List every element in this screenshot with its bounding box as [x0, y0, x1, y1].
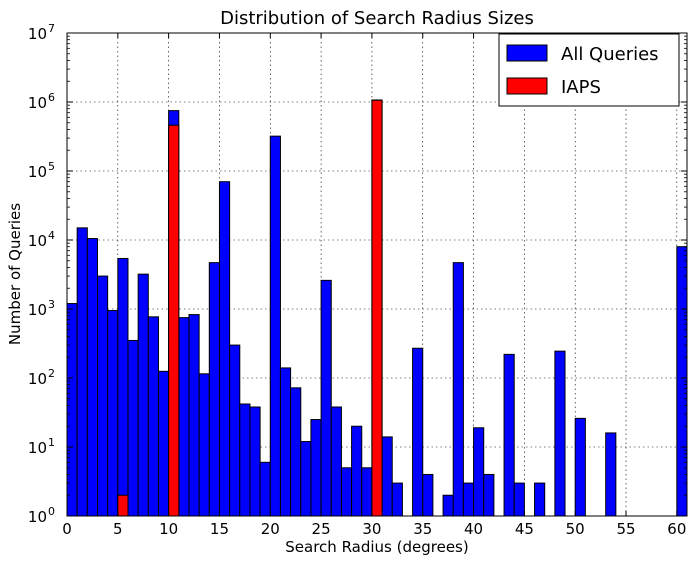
all-queries-bar — [208, 262, 220, 517]
x-tick-label: 45 — [515, 520, 534, 538]
y-tick-label: 10 — [28, 508, 47, 526]
x-tick-label: 15 — [210, 520, 229, 538]
all-queries-bar — [554, 350, 566, 517]
all-queries-bar — [86, 238, 98, 517]
all-queries-bar — [330, 406, 342, 517]
all-queries-bar — [422, 473, 434, 517]
all-queries-bar — [218, 181, 231, 517]
y-tick-exponent: 6 — [48, 91, 55, 104]
all-queries-bar — [290, 387, 302, 517]
x-tick-label: 35 — [413, 520, 432, 538]
y-tick-base: 10 — [28, 301, 47, 319]
legend-swatch-iaps — [506, 77, 548, 95]
all-queries-bar — [310, 419, 322, 517]
all-queries-bar — [96, 275, 109, 517]
y-tick-base: 10 — [28, 25, 47, 43]
all-queries-bar — [269, 135, 281, 517]
plot-frame — [66, 32, 688, 517]
x-tick-label: 55 — [616, 520, 635, 538]
all-queries-bar — [107, 310, 119, 517]
y-tick-label: 10 — [28, 94, 47, 112]
legend: All Queries IAPS — [498, 33, 680, 107]
all-queries-bar — [320, 279, 332, 517]
y-tick-base: 10 — [28, 163, 47, 181]
all-queries-bar — [452, 262, 464, 517]
y-tick-exponent: 3 — [48, 298, 55, 311]
y-axis-title: Number of Queries — [6, 203, 24, 345]
all-queries-bar — [391, 482, 403, 517]
y-tick-label: 10 — [28, 163, 47, 181]
y-tick-base: 10 — [28, 370, 47, 388]
legend-swatch-all-queries — [506, 44, 548, 62]
x-tick-label: 40 — [464, 520, 483, 538]
legend-label-all-queries: All Queries — [561, 44, 659, 65]
y-tick-label: 10 — [28, 370, 47, 388]
all-queries-bar — [178, 317, 190, 517]
all-queries-bar — [473, 427, 485, 517]
all-queries-bar — [351, 425, 363, 517]
all-queries-bar — [381, 436, 393, 517]
y-tick-label: 10 — [28, 232, 47, 250]
y-tick-base: 10 — [28, 508, 47, 526]
all-queries-bar — [117, 257, 129, 517]
all-queries-bar — [188, 314, 200, 517]
all-queries-bar — [534, 482, 546, 517]
y-tick-base: 10 — [28, 94, 47, 112]
iaps-bar — [117, 494, 129, 517]
y-tick-label: 10 — [28, 439, 47, 457]
x-tick-label: 20 — [261, 520, 280, 538]
x-tick-label: 60 — [667, 520, 686, 538]
x-tick-label: 0 — [62, 520, 72, 538]
y-tick-exponent: 2 — [48, 367, 55, 380]
all-queries-bar — [137, 273, 149, 517]
all-queries-bar — [300, 441, 312, 517]
all-queries-bar — [127, 339, 139, 517]
all-queries-bar — [147, 316, 159, 517]
all-queries-bar — [483, 473, 495, 517]
x-axis-title: Search Radius (degrees) — [285, 538, 468, 556]
all-queries-bar — [198, 373, 210, 517]
y-tick-base: 10 — [28, 439, 47, 457]
all-queries-bar — [249, 406, 261, 517]
chart-title: Distribution of Search Radius Sizes — [220, 8, 534, 29]
all-queries-bar — [462, 482, 475, 517]
x-tick-label: 10 — [159, 520, 178, 538]
iaps-bar — [168, 124, 180, 517]
x-tick-label: 30 — [362, 520, 381, 538]
all-queries-bar — [442, 494, 454, 517]
x-tick-label: 25 — [312, 520, 331, 538]
all-queries-bar — [157, 370, 170, 517]
x-tick-label: 50 — [566, 520, 585, 538]
all-queries-bar — [412, 347, 424, 517]
y-tick-exponent: 7 — [48, 22, 55, 35]
y-tick-exponent: 1 — [48, 436, 55, 449]
x-tick-labels: 0 5 10 15 20 25 30 35 40 45 50 55 60 — [62, 520, 686, 538]
all-queries-bar — [229, 344, 241, 517]
all-queries-bar — [279, 367, 292, 517]
legend-label-iaps: IAPS — [561, 77, 601, 98]
y-tick-label: 10 — [28, 301, 47, 319]
all-queries-bar — [361, 467, 373, 517]
all-queries-bar — [239, 403, 251, 517]
iaps-bar — [371, 99, 383, 517]
y-tick-base: 10 — [28, 232, 47, 250]
y-tick-exponent: 0 — [48, 505, 55, 518]
all-queries-bar — [76, 227, 88, 517]
y-tick-exponent: 4 — [48, 229, 55, 242]
all-queries-bar — [574, 417, 586, 517]
all-queries-bar — [503, 353, 515, 517]
all-queries-bar — [340, 467, 353, 517]
x-tick-label: 5 — [113, 520, 123, 538]
all-queries-bar — [66, 303, 78, 517]
y-tick-label: 10 — [28, 25, 47, 43]
all-queries-bar — [513, 482, 525, 517]
y-tick-exponent: 5 — [48, 160, 55, 173]
all-queries-bar — [259, 461, 271, 517]
all-queries-bar — [605, 432, 617, 517]
